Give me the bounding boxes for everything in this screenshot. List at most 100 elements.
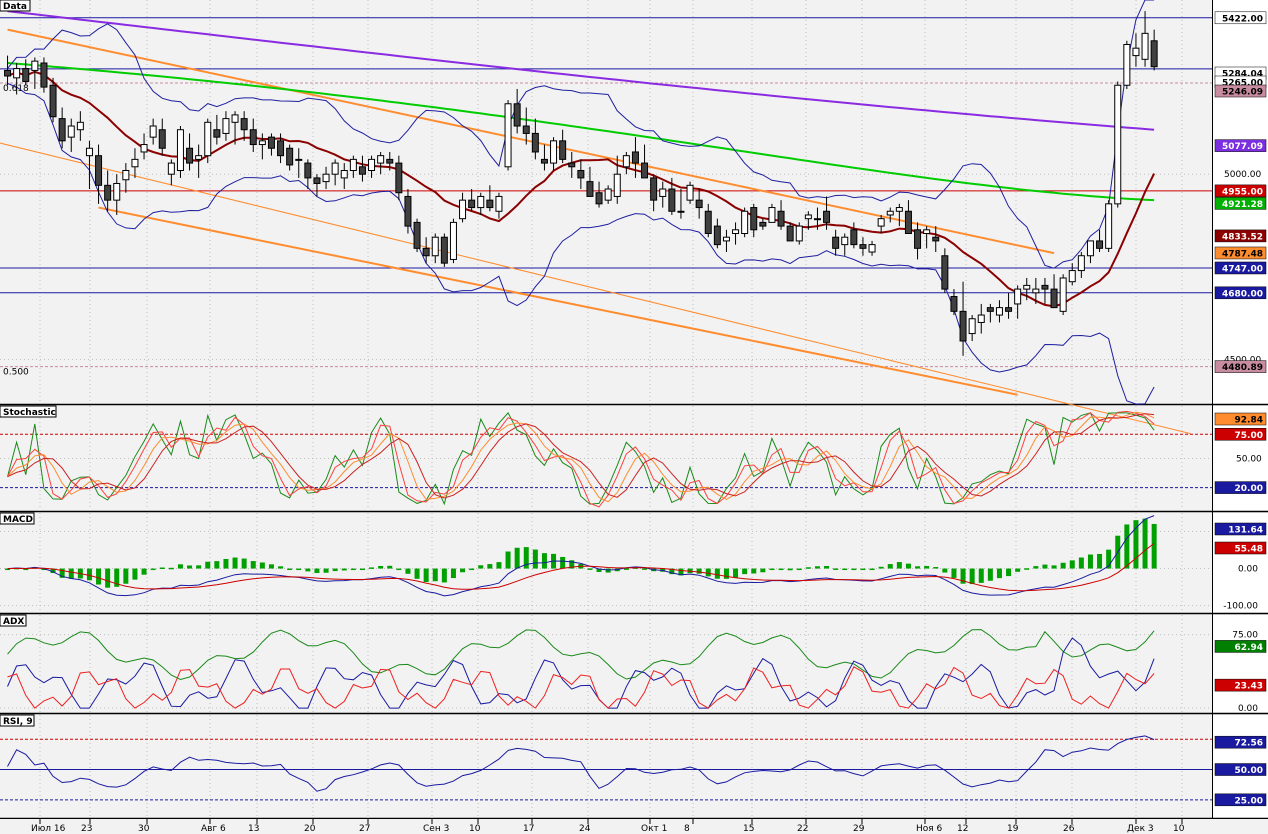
macd-hist-113 [1033,566,1039,569]
rsi-badge-2-bg [1214,793,1267,807]
macd-hist-80 [733,568,739,578]
x-tick-label-2: 30 [138,824,150,834]
macd-hist-104 [951,568,957,578]
candle-body-120 [1096,240,1104,249]
macd-hist-94 [860,568,866,571]
adx-badge-1: 23.43 [1235,682,1263,692]
candle-body-121 [1105,203,1113,249]
macd-hist-29 [268,564,274,569]
x-tick-label-1: 23 [81,824,92,834]
candle-body-85 [777,210,785,227]
macd-hist-64 [587,568,593,570]
x-tick-label-12: 8 [684,824,690,834]
candle-body-36 [331,162,339,175]
candle-body-69 [631,151,639,164]
candle-body-72 [659,188,667,197]
macd-hist-105 [960,568,966,584]
macd-hist-43 [396,568,402,571]
candle-body-122 [1114,84,1122,205]
macd-hist-39 [359,568,365,571]
candle-body-33 [304,162,312,179]
stoch-d-line [7,411,1155,503]
x-tick-label-7: Сен 3 [423,824,449,834]
macd-hist-112 [1024,568,1030,570]
macd-hist-40 [369,567,375,569]
macd-hist-100 [915,566,921,569]
macd-hist-70 [642,568,648,570]
candle-body-93 [850,229,858,246]
macd-hist-24 [223,558,229,569]
price-badge-7: 4833.52 [1222,232,1263,242]
candle-body-4 [40,62,48,88]
macd-hist-45 [414,568,420,579]
candle-body-109 [995,307,1003,316]
candle-body-78 [713,225,721,246]
macd-hist-116 [1060,562,1066,569]
macd-hist-81 [742,568,748,575]
macd-hist-6 [59,568,65,578]
panel-title-stochastic: Stochastic [3,408,56,418]
macd-hist-115 [1051,565,1057,569]
macd-signal-line [7,543,1155,592]
candle-body-70 [641,162,649,179]
candle-body-74 [677,210,685,213]
macd-hist-49 [450,568,456,579]
panel-3-scale [1212,615,1268,713]
macd-hist-114 [1042,564,1048,569]
candle-body-63 [577,169,585,179]
candle-body-24 [222,118,230,134]
macd-hist-120 [1097,553,1103,569]
candle-body-80 [732,229,740,235]
candle-body-96 [877,218,885,227]
x-tick-label-15: 29 [853,824,865,834]
candle-body-51 [468,199,476,209]
adx-badge-0: 62.94 [1235,643,1263,653]
macd-badge-1: 55.48 [1235,545,1263,555]
macd-hist-123 [1124,524,1130,569]
candle-body-68 [622,155,630,168]
macd-y-tick-1: 0.00 [1238,565,1258,575]
stoch-badge-1: 75.00 [1235,431,1263,441]
macd-hist-95 [869,568,875,571]
candle-body-112 [1023,284,1031,290]
macd-hist-56 [514,547,520,569]
trendline-0 [7,28,1055,255]
candle-body-13 [122,169,130,181]
bollinger-upper-line [7,0,1155,269]
macd-hist-44 [405,568,411,574]
macd-line [7,515,1155,597]
macd-hist-76 [696,568,702,574]
candle-body-58 [531,132,539,153]
macd-hist-30 [278,566,284,569]
candle-body-19 [176,129,184,171]
macd-hist-34 [314,568,320,574]
macd-hist-87 [796,568,802,571]
stoch-slow-line [7,413,1155,499]
candle-body-45 [413,221,421,249]
candle-body-38 [349,158,357,171]
macd-hist-52 [478,565,484,569]
adx-di-minus-line [7,666,1155,709]
macd-hist-109 [996,568,1002,579]
candle-body-53 [486,199,494,209]
macd-hist-61 [560,556,566,569]
panel-title-macd: MACD [3,515,33,525]
macd-hist-51 [469,568,475,571]
macd-hist-98 [896,562,902,569]
macd-hist-19 [177,564,183,569]
candle-body-0 [4,69,12,77]
price-badge-1: 5284.04 [1222,70,1263,80]
candle-body-30 [277,140,285,157]
price-badge-10: 4680.00 [1222,289,1263,299]
macd-hist-13 [123,568,129,584]
macd-badge-0-bg [1214,522,1267,536]
macd-hist-48 [441,568,447,583]
stoch-badge-2: 20.00 [1235,484,1263,494]
panel-title-adx: ADX [3,617,24,627]
sma-green-line [7,62,1155,202]
candle-body-34 [313,177,321,184]
macd-hist-22 [205,561,211,569]
panel-title-bg-2 [0,512,35,525]
macd-hist-73 [669,568,675,575]
adx-di-plus-line [7,637,1155,709]
